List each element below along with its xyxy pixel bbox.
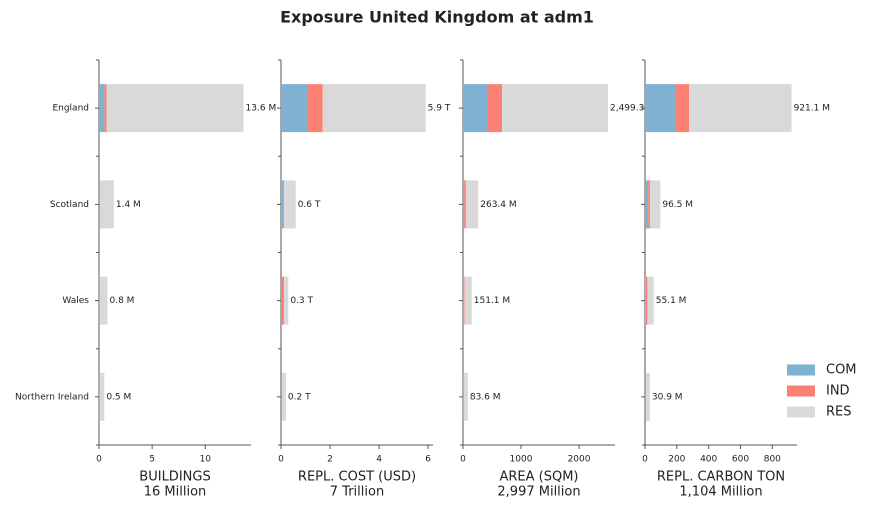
total-label: 30.9 M <box>652 392 683 402</box>
bar-segment <box>307 84 323 133</box>
total-label: 921.1 M <box>794 104 830 114</box>
bar-segment <box>283 180 296 229</box>
x-tick-label: 2000 <box>568 455 591 465</box>
bar-segment <box>99 372 105 421</box>
x-tick-label: 800 <box>764 455 781 465</box>
x-tick-label: 400 <box>700 455 717 465</box>
x-axis-total: 1,104 Million <box>679 485 762 500</box>
x-tick-label: 0 <box>642 455 648 465</box>
x-tick-label: 1000 <box>510 455 533 465</box>
bar-segment <box>645 372 650 421</box>
x-tick-label: 0 <box>460 455 466 465</box>
total-label: 2,499.3 M <box>610 104 655 114</box>
chart-title: Exposure United Kingdom at adm1 <box>280 8 594 27</box>
x-tick-label: 6 <box>425 455 431 465</box>
total-label: 0.6 T <box>298 200 321 210</box>
total-label: 96.5 M <box>662 200 693 210</box>
total-label: 13.6 M <box>246 104 277 114</box>
legend-swatch <box>787 406 815 418</box>
bar-segment <box>281 84 308 133</box>
bar-segment <box>463 276 464 325</box>
bar-segment <box>322 84 426 133</box>
legend-swatch <box>787 385 815 397</box>
y-tick-label: Northern Ireland <box>15 392 89 402</box>
bar-segment <box>487 84 503 133</box>
bar-segment <box>463 180 465 229</box>
total-label: 0.2 T <box>288 392 311 402</box>
bar-segment <box>647 276 654 325</box>
x-tick-label: 200 <box>668 455 685 465</box>
y-tick-label: England <box>52 104 89 114</box>
y-tick-label: Scotland <box>50 200 89 210</box>
bar-segment <box>99 180 101 229</box>
x-tick-label: 4 <box>376 455 382 465</box>
x-tick-label: 5 <box>149 455 155 465</box>
total-label: 263.4 M <box>480 200 516 210</box>
bar-segment <box>281 276 284 325</box>
x-tick-label: 0 <box>278 455 284 465</box>
x-axis-label: BUILDINGS <box>139 470 210 485</box>
bar-segment <box>281 372 286 421</box>
x-tick-label: 0 <box>96 455 102 465</box>
total-label: 0.8 M <box>110 296 135 306</box>
x-tick-label: 2 <box>327 455 333 465</box>
bar-segment <box>645 180 649 229</box>
legend-swatch <box>787 364 815 376</box>
x-axis-total: 2,997 Million <box>497 485 580 500</box>
bar-segment <box>645 276 648 325</box>
total-label: 0.5 M <box>106 392 131 402</box>
x-axis-total: 16 Million <box>144 485 207 500</box>
bar-segment <box>465 180 479 229</box>
bar-segment <box>463 276 465 325</box>
bar-segment <box>464 180 466 229</box>
legend-label: RES <box>826 405 852 420</box>
total-label: 1.4 M <box>116 200 141 210</box>
bar-segment <box>463 84 488 133</box>
bar-segment <box>645 276 646 325</box>
bar-segment <box>99 276 108 325</box>
x-axis-total: 7 Trillion <box>330 485 384 500</box>
bar-segment <box>502 84 608 133</box>
x-tick-label: 600 <box>732 455 749 465</box>
bar-segment <box>463 372 468 421</box>
total-label: 151.1 M <box>474 296 510 306</box>
x-axis-label: AREA (SQM) <box>499 470 578 485</box>
bar-segment <box>99 180 100 229</box>
y-tick-label: Wales <box>62 296 89 306</box>
bar-segment <box>281 180 284 229</box>
bar-segment <box>464 276 472 325</box>
x-axis-label: REPL. CARBON TON <box>657 470 785 485</box>
x-axis-label: REPL. COST (USD) <box>298 470 416 485</box>
legend-label: IND <box>826 384 850 399</box>
bar-segment <box>689 84 792 133</box>
bar-segment <box>648 180 651 229</box>
bar-segment <box>106 84 244 133</box>
total-label: 55.1 M <box>656 296 687 306</box>
bar-segment <box>100 180 114 229</box>
bar-segment <box>675 84 690 133</box>
total-label: 0.3 T <box>290 296 313 306</box>
total-label: 83.6 M <box>470 392 501 402</box>
bar-segment <box>283 276 289 325</box>
bar-segment <box>99 84 105 133</box>
x-tick-label: 10 <box>200 455 212 465</box>
bar-segment <box>645 84 676 133</box>
bar-segment <box>650 180 661 229</box>
legend-label: COM <box>826 363 857 378</box>
bar-segment <box>104 84 107 133</box>
total-label: 5.9 T <box>428 104 451 114</box>
